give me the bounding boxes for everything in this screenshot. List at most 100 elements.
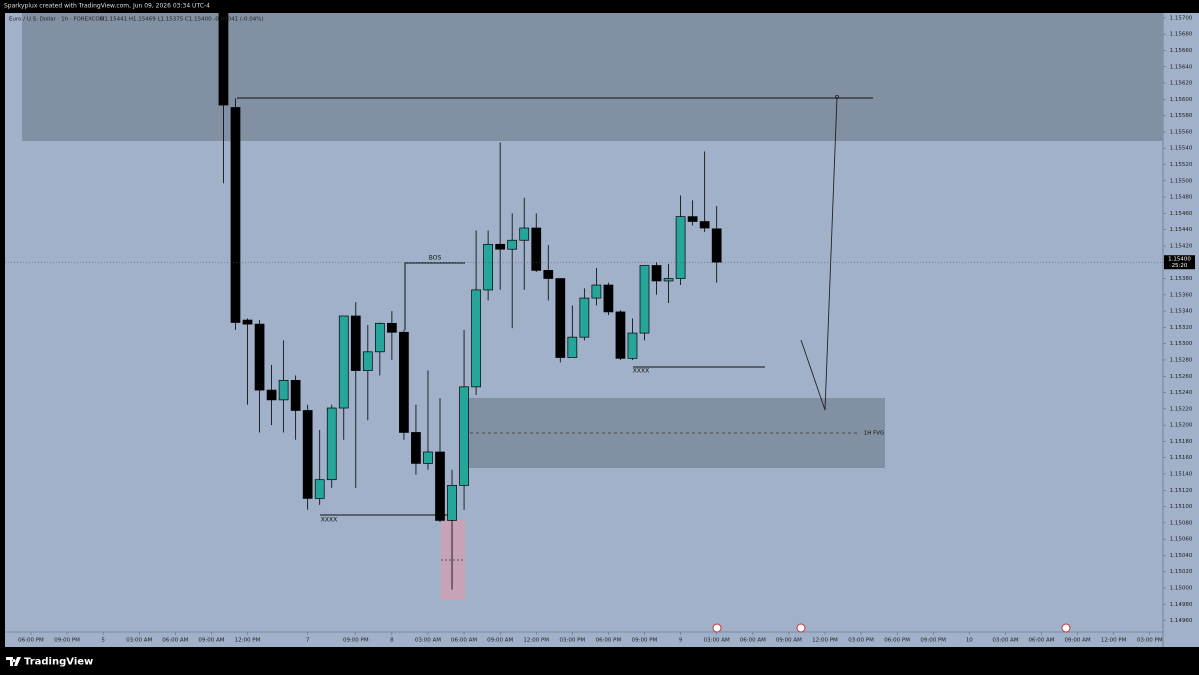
candle-body xyxy=(639,265,650,334)
candle-body xyxy=(627,332,638,359)
y-tick-label: 1.14960 xyxy=(1170,618,1193,624)
price-tag xyxy=(1164,255,1195,270)
brand: TradingView xyxy=(24,657,93,668)
y-tick-label: 1.15460 xyxy=(1170,211,1193,217)
y-tick-label: 1.15140 xyxy=(1170,471,1193,477)
y-tick-label: 1.15240 xyxy=(1170,390,1193,396)
candle-body xyxy=(687,216,698,222)
price-tag-label: 1.15400 xyxy=(1168,257,1191,263)
x-tick-label: 09:00 PM xyxy=(343,638,369,644)
y-tick-label: 1.15560 xyxy=(1170,129,1193,135)
price-axis xyxy=(1163,13,1199,647)
y-tick-label: 1.15360 xyxy=(1170,292,1193,298)
x-tick-label: 06:00 PM xyxy=(884,638,910,644)
y-tick-label: 1.15260 xyxy=(1170,374,1193,380)
x-tick-label: 03:00 AM xyxy=(992,638,1018,644)
y-tick-label: 1.15640 xyxy=(1170,64,1193,70)
candle-body xyxy=(242,319,253,325)
x-tick-label: 06:00 AM xyxy=(162,638,188,644)
y-tick-label: 1.15100 xyxy=(1170,504,1193,510)
candle-body xyxy=(495,243,506,250)
low-label: XXXX xyxy=(321,517,337,524)
x-tick-label: 12:00 PM xyxy=(812,638,838,644)
candle-body xyxy=(531,227,542,271)
x-tick-label: 5 xyxy=(101,638,105,644)
y-tick-label: 1.15580 xyxy=(1170,113,1193,119)
candle-body xyxy=(266,389,277,401)
x-tick-label: 8 xyxy=(390,638,394,644)
fvg-label: 1H FVG xyxy=(864,431,885,437)
x-tick-label: 12:00 PM xyxy=(235,638,261,644)
candle-body xyxy=(543,270,554,279)
ohlc-legend: O1.15441 H1.15469 L1.15375 C1.15400 -0.0… xyxy=(100,17,264,23)
y-tick-label: 1.15180 xyxy=(1170,439,1193,445)
header: Sparkyplux created with TradingView.com,… xyxy=(4,3,210,10)
countdown: 25:20 xyxy=(1172,263,1188,269)
y-tick-label: 1.15300 xyxy=(1170,341,1193,347)
candle-body xyxy=(591,284,602,299)
x-tick-label: 06:00 AM xyxy=(740,638,766,644)
x-tick-label: 03:00 PM xyxy=(559,638,585,644)
candle-body xyxy=(290,379,301,411)
x-tick-label: 12:00 PM xyxy=(523,638,549,644)
candle-body xyxy=(519,227,530,241)
y-tick-label: 1.15120 xyxy=(1170,488,1193,494)
low-label: XXXX xyxy=(633,368,649,375)
x-tick-label: 06:00 AM xyxy=(1028,638,1054,644)
candles xyxy=(5,13,1163,590)
x-tick-label: 03:00 PM xyxy=(848,638,874,644)
candle-body xyxy=(278,379,289,401)
x-tick-label: 06:00 PM xyxy=(596,638,622,644)
y-tick-label: 1.15060 xyxy=(1170,537,1193,543)
y-tick-label: 1.15320 xyxy=(1170,325,1193,331)
x-tick-label: 09:00 AM xyxy=(198,638,224,644)
symbol-title: Euro / U.S. Dollar · 1h · FOREXCOM xyxy=(9,17,105,23)
candle-body xyxy=(579,297,590,338)
y-tick-label: 1.15340 xyxy=(1170,309,1193,315)
y-tick-label: 1.15020 xyxy=(1170,569,1193,575)
candle-body xyxy=(711,228,722,263)
projection-end xyxy=(835,95,840,100)
candle-body xyxy=(314,479,325,499)
y-tick-label: 1.15220 xyxy=(1170,406,1193,412)
supply-zone xyxy=(22,13,1163,141)
candle-body xyxy=(507,239,518,250)
time-axis xyxy=(5,632,1163,647)
event-icon[interactable] xyxy=(712,623,722,633)
x-tick-label: 9 xyxy=(679,638,683,644)
projection-path xyxy=(800,96,838,411)
y-tick-label: 1.15000 xyxy=(1170,586,1193,592)
candle-body xyxy=(675,216,686,279)
y-tick-label: 1.15520 xyxy=(1170,162,1193,168)
y-tick-label: 1.15540 xyxy=(1170,146,1193,152)
candle-body xyxy=(423,451,433,464)
candle-body xyxy=(350,315,361,371)
bos-line xyxy=(404,262,465,330)
candle-body xyxy=(338,315,349,409)
candle-body xyxy=(471,289,481,388)
x-tick-label: 7 xyxy=(306,638,310,644)
candle-body xyxy=(387,322,397,333)
event-icon[interactable] xyxy=(1061,623,1071,633)
y-tick-label: 1.15480 xyxy=(1170,195,1193,201)
candle-body xyxy=(699,221,710,229)
y-tick-label: 1.15680 xyxy=(1170,32,1193,38)
candle-body xyxy=(555,278,566,358)
x-tick-label: 03:00 AM xyxy=(704,638,730,644)
candle-body xyxy=(411,432,421,464)
brand-logo xyxy=(6,657,21,666)
x-tick-label: 06:00 PM xyxy=(18,638,44,644)
y-tick-label: 1.15620 xyxy=(1170,81,1193,87)
y-tick-label: 1.15420 xyxy=(1170,243,1193,249)
y-tick-label: 1.15200 xyxy=(1170,423,1193,429)
y-tick-label: 1.15440 xyxy=(1170,227,1193,233)
candle-body xyxy=(435,451,445,521)
x-tick-label: 09:00 AM xyxy=(1065,638,1091,644)
event-icon[interactable] xyxy=(796,623,806,633)
candle-body xyxy=(254,323,265,391)
candle-body xyxy=(399,331,409,433)
y-tick-label: 1.15040 xyxy=(1170,553,1193,559)
candle-body xyxy=(603,284,614,313)
